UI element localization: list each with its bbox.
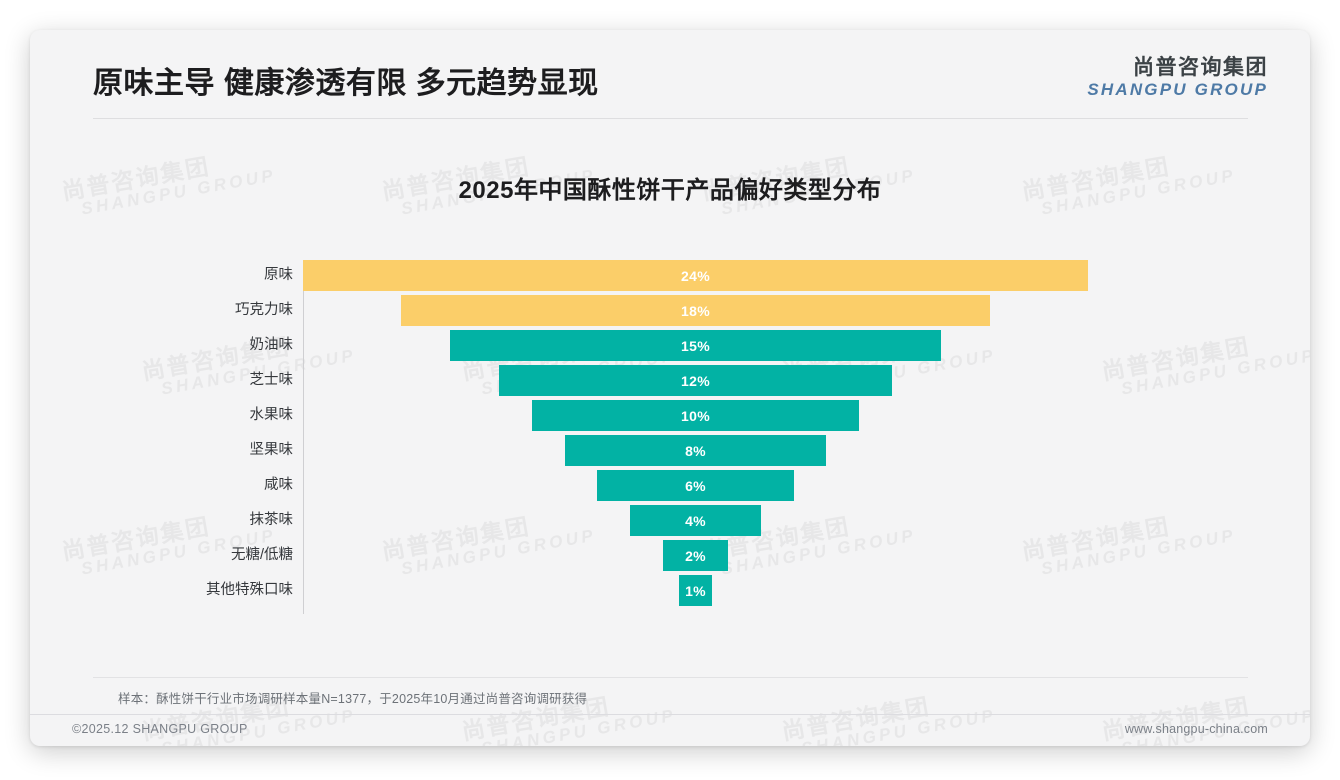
- bar-value-label: 12%: [681, 372, 710, 389]
- bar-track: 1%: [303, 575, 1310, 606]
- bar-category-label: 咸味: [264, 477, 293, 493]
- bar-row: 咸味 6%: [30, 470, 1310, 501]
- bar-category-label: 巧克力味: [235, 302, 293, 318]
- bar-row: 原味 24%: [30, 260, 1310, 291]
- bar-category-label: 其他特殊口味: [206, 582, 293, 598]
- bar-track: 8%: [303, 435, 1310, 466]
- bar-row: 芝士味 12%: [30, 365, 1310, 396]
- bar-category-label: 原味: [264, 267, 293, 283]
- footer-divider: [30, 714, 1310, 715]
- bar-track: 4%: [303, 505, 1310, 536]
- bar-value-label: 4%: [685, 512, 706, 529]
- bar-category-label: 抹茶味: [249, 512, 294, 528]
- bar-category-label: 奶油味: [249, 337, 294, 353]
- bar-segment[interactable]: 24%: [303, 260, 1088, 291]
- bar-category-label: 无糖/低糖: [230, 547, 293, 563]
- footnote-divider: [93, 677, 1248, 678]
- slide-footer: ©2025.12 SHANGPU GROUP www.shangpu-china…: [30, 715, 1310, 746]
- bar-row: 巧克力味 18%: [30, 295, 1310, 326]
- bar-segment[interactable]: 4%: [630, 505, 761, 536]
- bar-track: 10%: [303, 400, 1310, 431]
- bar-value-label: 24%: [681, 267, 710, 284]
- header-divider: [93, 118, 1248, 119]
- bar-track: 24%: [303, 260, 1310, 291]
- footer-website: www.shangpu-china.com: [1124, 722, 1268, 736]
- bar-track: 15%: [303, 330, 1310, 361]
- category-axis-line: [303, 262, 304, 614]
- bar-segment[interactable]: 2%: [662, 540, 729, 571]
- chart-area: 2025年中国酥性饼干产品偏好类型分布 原味 24% 巧克力味 18% 奶油味 15% 芝士…: [30, 120, 1310, 680]
- bar-segment[interactable]: 6%: [597, 470, 794, 501]
- bar-row: 水果味 10%: [30, 400, 1310, 431]
- bar-track: 18%: [303, 295, 1310, 326]
- funnel-bar-plot: 原味 24% 巧克力味 18% 奶油味 15% 芝士味 12% 水果味 10% 坚果味 8% 咸味 6% 抹…: [30, 260, 1310, 632]
- bar-value-label: 8%: [685, 442, 706, 459]
- bar-value-label: 2%: [685, 547, 706, 564]
- slide-header: 原味主导 健康渗透有限 多元趋势显现 尚普咨询集团 SHANGPU GROUP: [30, 30, 1310, 120]
- bar-value-label: 10%: [681, 407, 710, 424]
- bar-segment[interactable]: 10%: [531, 400, 860, 431]
- logo-english-text: SHANGPU GROUP: [1087, 80, 1268, 100]
- bar-value-label: 15%: [681, 337, 710, 354]
- bar-segment[interactable]: 12%: [499, 365, 892, 396]
- page-title: 原味主导 健康渗透有限 多元趋势显现: [93, 67, 599, 100]
- bar-value-label: 1%: [685, 582, 706, 599]
- bar-row: 坚果味 8%: [30, 435, 1310, 466]
- bar-category-label: 芝士味: [249, 372, 294, 388]
- bar-row: 抹茶味 4%: [30, 505, 1310, 536]
- slide-canvas: 尚普咨询集团 SHANGPU GROUP 尚普咨询集团 SHANGPU GROUP 尚普…: [30, 30, 1310, 746]
- bar-row: 其他特殊口味 1%: [30, 575, 1310, 606]
- bar-value-label: 6%: [685, 477, 706, 494]
- chart-title: 2025年中国酥性饼干产品偏好类型分布: [458, 177, 882, 204]
- bar-segment[interactable]: 18%: [401, 295, 990, 326]
- footer-copyright: ©2025.12 SHANGPU GROUP: [72, 722, 248, 736]
- bar-track: 6%: [303, 470, 1310, 501]
- brand-logo: 尚普咨询集团 SHANGPU GROUP: [1087, 56, 1268, 101]
- bar-row: 无糖/低糖 2%: [30, 540, 1310, 571]
- bar-segment[interactable]: 15%: [450, 330, 941, 361]
- bar-segment[interactable]: 8%: [564, 435, 827, 466]
- bar-value-label: 18%: [681, 302, 710, 319]
- bar-track: 12%: [303, 365, 1310, 396]
- bar-category-label: 水果味: [249, 407, 294, 423]
- bar-segment[interactable]: 1%: [679, 575, 712, 606]
- bar-row: 奶油味 15%: [30, 330, 1310, 361]
- bar-category-label: 坚果味: [249, 442, 294, 458]
- logo-chinese-text: 尚普咨询集团: [1133, 56, 1268, 79]
- sample-footnote: 样本：酥性饼干行业市场调研样本量N=1377，于2025年10月通过尚普咨询调研…: [118, 692, 588, 706]
- bar-track: 2%: [303, 540, 1310, 571]
